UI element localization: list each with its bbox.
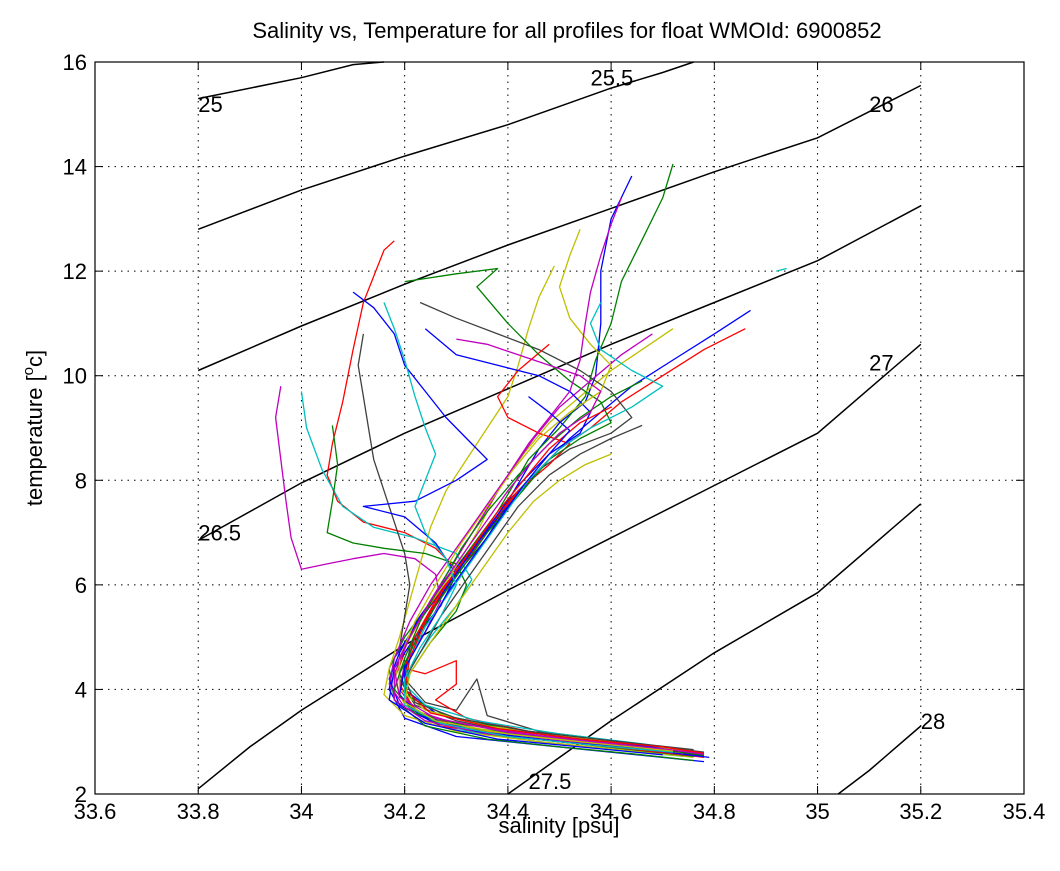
x-tick-label: 35.4 xyxy=(1003,799,1046,824)
contour-label: 27.5 xyxy=(529,769,572,794)
profile-line xyxy=(404,302,705,754)
contour-label: 26 xyxy=(869,92,893,117)
x-tick-label: 33.8 xyxy=(177,799,220,824)
y-tick-label: 16 xyxy=(63,50,87,75)
contour-label: 27 xyxy=(869,351,893,376)
profile-line xyxy=(388,309,751,753)
x-tick-label: 34 xyxy=(289,799,313,824)
y-axis-label-end: c] xyxy=(22,350,47,367)
y-tick-label: 6 xyxy=(75,573,87,598)
y-tick-label: 2 xyxy=(75,782,87,807)
profile-line xyxy=(388,175,705,763)
density-contour-line xyxy=(197,61,694,231)
density-contour-line xyxy=(507,503,922,795)
plot-frame xyxy=(94,61,1025,795)
y-axis-label-main: temperature [ xyxy=(22,375,47,506)
profile-line xyxy=(388,197,699,754)
axis-ticks xyxy=(94,61,1025,795)
profile-line xyxy=(398,396,710,759)
contour-label: 28 xyxy=(921,709,945,734)
density-contour-line xyxy=(837,725,922,795)
x-tick-label: 34.6 xyxy=(590,799,633,824)
profile-line xyxy=(404,301,705,753)
profile-line xyxy=(404,406,705,754)
density-contour-line xyxy=(197,84,922,372)
x-tick-label: 33.6 xyxy=(74,799,117,824)
y-axis-label: temperature [oc] xyxy=(20,350,47,506)
profile-line xyxy=(352,291,663,756)
grid-lines xyxy=(95,62,1024,794)
profile-line xyxy=(393,338,705,755)
x-tick-label: 34.2 xyxy=(383,799,426,824)
profile-line xyxy=(383,265,694,759)
profile-line xyxy=(398,328,746,756)
contour-label: 26.5 xyxy=(198,521,241,546)
y-tick-label: 8 xyxy=(75,468,87,493)
y-tick-label: 4 xyxy=(75,677,87,702)
profile-line xyxy=(393,328,684,754)
profile-line xyxy=(776,267,787,272)
profile-line xyxy=(404,343,684,752)
x-axis-label: salinity [psu] xyxy=(498,813,619,838)
y-tick-label: 10 xyxy=(63,364,87,389)
profile-line xyxy=(274,386,694,756)
y-tick-label: 12 xyxy=(63,259,87,284)
profile-line xyxy=(300,391,684,758)
profile-line xyxy=(404,328,705,756)
density-contour-line xyxy=(197,343,922,790)
profile-series xyxy=(274,163,787,763)
profile-line xyxy=(383,302,674,753)
density-contours xyxy=(197,61,922,795)
chart-title: Salinity vs, Temperature for all profile… xyxy=(252,18,881,43)
x-tick-label: 35.2 xyxy=(899,799,942,824)
x-tick-label: 34.4 xyxy=(486,799,529,824)
profile-line xyxy=(404,453,674,752)
x-tick-label: 35 xyxy=(805,799,829,824)
contour-label: 25.5 xyxy=(590,66,633,91)
density-contour-line xyxy=(198,61,385,100)
x-tick-labels: 33.6 33.8 34 34.2 34.4 34.6 34.8 35 35.2 35.4 xyxy=(74,799,1046,824)
y-tick-labels: 2 4 6 8 10 12 14 16 xyxy=(63,50,87,807)
y-axis-label-sup: o xyxy=(20,367,37,375)
density-contour-line xyxy=(197,205,922,542)
x-tick-label: 34.8 xyxy=(693,799,736,824)
contour-label: 25 xyxy=(198,92,222,117)
contour-labels: 25 25.5 26 26.5 27 27.5 28 xyxy=(198,66,945,794)
profile-line xyxy=(326,425,694,758)
y-tick-label: 14 xyxy=(63,155,87,180)
